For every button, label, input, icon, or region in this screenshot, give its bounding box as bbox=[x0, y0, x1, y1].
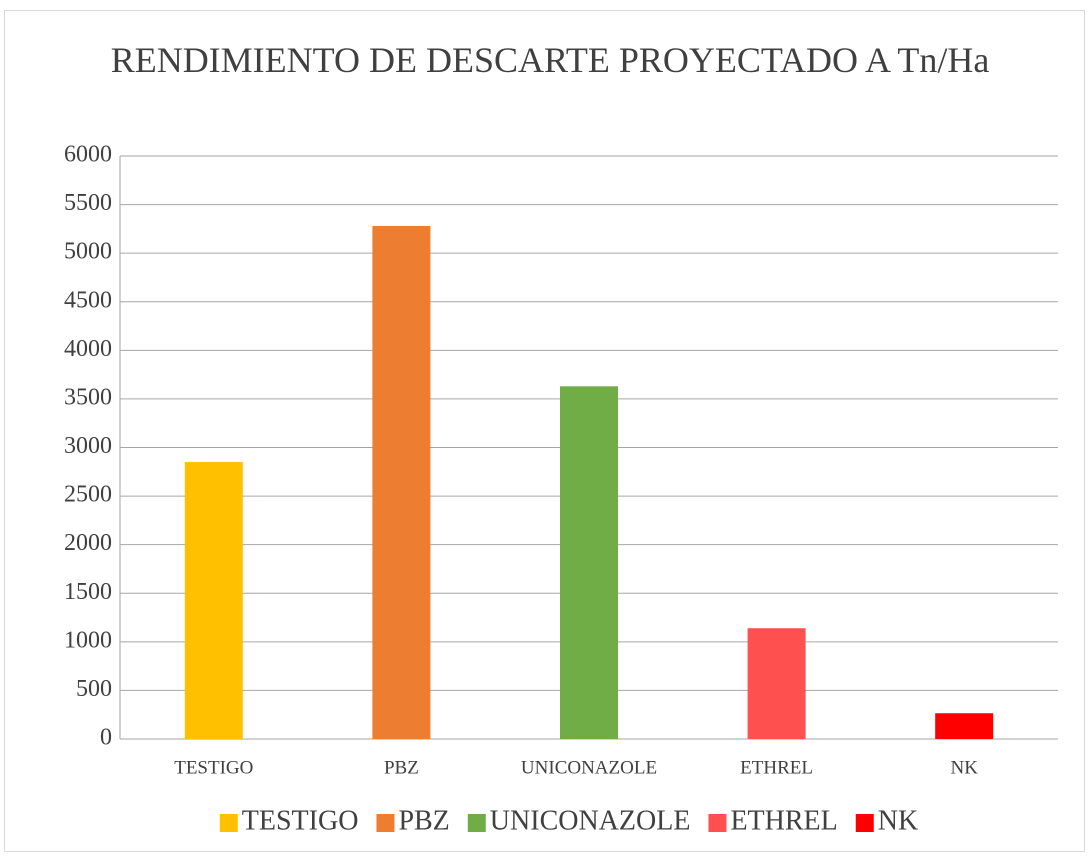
bar bbox=[372, 225, 431, 739]
legend-swatch bbox=[219, 814, 238, 832]
y-tick-label: 5000 bbox=[64, 239, 112, 265]
x-tick-label: TESTIGO bbox=[174, 757, 253, 778]
chart-border bbox=[4, 10, 1085, 852]
y-tick-label: 6000 bbox=[64, 142, 112, 168]
y-tick-label: 1500 bbox=[64, 579, 112, 605]
y-tick-label: 0 bbox=[100, 725, 112, 751]
legend-swatch bbox=[467, 814, 486, 832]
x-tick-label: ETHREL bbox=[740, 757, 813, 778]
bar bbox=[747, 628, 806, 739]
legend-label: TESTIGO bbox=[242, 805, 359, 836]
legend-swatch bbox=[855, 814, 874, 832]
x-tick-label: NK bbox=[950, 757, 978, 778]
legend-label: PBZ bbox=[398, 805, 449, 836]
chart-title: RENDIMIENTO DE DESCARTE PROYECTADO A Tn/… bbox=[110, 40, 990, 80]
y-tick-label: 1000 bbox=[64, 627, 112, 653]
legend-swatch bbox=[376, 814, 395, 832]
legend-label: UNICONAZOLE bbox=[490, 805, 691, 836]
legend-swatch bbox=[708, 814, 727, 832]
legend-label: ETHREL bbox=[730, 805, 837, 836]
y-tick-label: 5500 bbox=[64, 190, 112, 216]
x-tick-label: PBZ bbox=[384, 757, 419, 778]
y-tick-label: 3000 bbox=[64, 433, 112, 459]
y-tick-label: 4500 bbox=[64, 287, 112, 313]
y-tick-label: 4000 bbox=[64, 336, 112, 362]
y-tick-label: 500 bbox=[76, 676, 112, 702]
bar bbox=[184, 462, 243, 739]
bar bbox=[560, 386, 618, 739]
y-tick-label: 2000 bbox=[64, 530, 112, 556]
y-tick-label: 2500 bbox=[64, 482, 112, 508]
bar bbox=[935, 713, 994, 739]
y-tick-label: 3500 bbox=[64, 384, 112, 410]
x-tick-label: UNICONAZOLE bbox=[521, 757, 657, 778]
legend-label: NK bbox=[878, 805, 918, 836]
